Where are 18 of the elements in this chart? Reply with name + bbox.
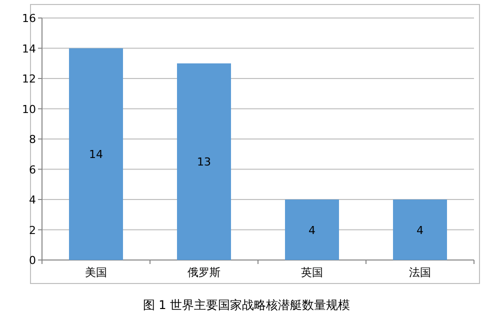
y-tick-label: 2	[29, 224, 36, 237]
x-tick-label: 英国	[301, 266, 323, 279]
y-tick-label: 6	[29, 163, 36, 176]
y-tick-label: 0	[29, 254, 36, 267]
y-tick-label: 16	[22, 12, 36, 25]
y-tick-label: 4	[29, 194, 36, 206]
x-tick-label: 美国	[85, 266, 107, 279]
data-label: 13	[197, 156, 211, 169]
text: 图 1 世界主要国家战略核潜艇数量规模	[142, 298, 350, 312]
y-tick-label: 12	[22, 72, 36, 86]
data-label: 4	[308, 224, 316, 237]
y-tick-label: 8	[29, 133, 36, 146]
data-label: 14	[89, 148, 103, 162]
y-tick-label: 10	[22, 102, 36, 116]
x-tick-label: 俄罗斯	[188, 266, 220, 279]
y-tick-label: 14	[22, 42, 36, 56]
data-label: 4	[416, 224, 424, 237]
x-tick-label: 法国	[409, 266, 431, 279]
